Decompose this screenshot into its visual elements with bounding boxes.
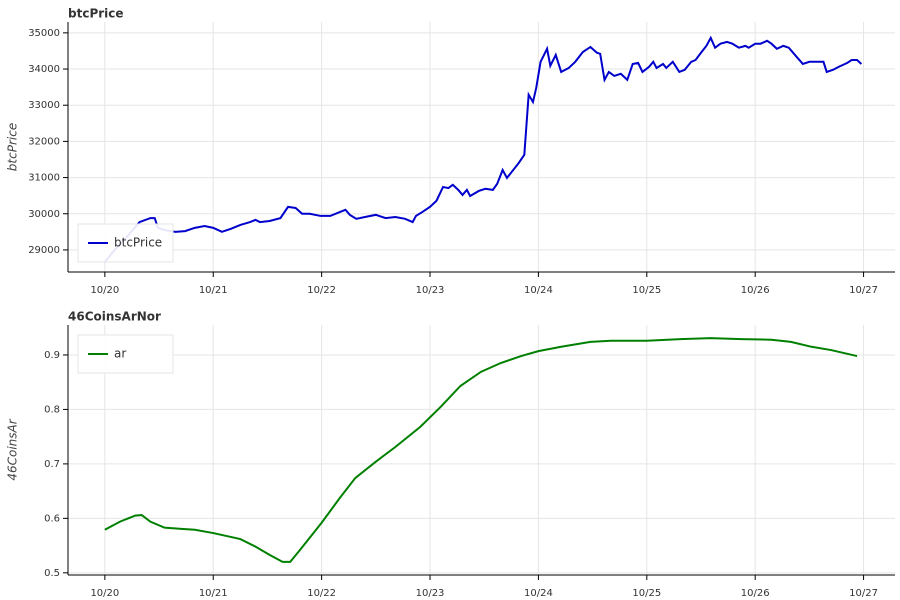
x-tick-label: 10/21	[199, 588, 228, 599]
x-tick-label: 10/24	[524, 285, 553, 296]
y-tick-label: 31000	[28, 173, 60, 184]
x-tick-label: 10/26	[741, 588, 770, 599]
legend-label: btcPrice	[114, 236, 162, 250]
x-tick-label: 10/25	[632, 588, 661, 599]
y-tick-label: 30000	[28, 209, 60, 220]
series-line	[104, 337, 858, 563]
x-tick-label: 10/23	[416, 285, 445, 296]
chart-title: 46CoinsArNor	[68, 310, 161, 324]
x-tick-label: 10/24	[524, 588, 553, 599]
x-tick-label: 10/20	[90, 285, 119, 296]
x-tick-label: 10/23	[416, 588, 445, 599]
x-tick-label: 10/21	[199, 285, 228, 296]
y-tick-label: 0.8	[44, 404, 60, 415]
x-tick-label: 10/26	[741, 285, 770, 296]
x-tick-label: 10/22	[307, 285, 336, 296]
y-axis-label: btcPrice	[6, 123, 20, 171]
x-tick-label: 10/20	[90, 588, 119, 599]
y-tick-label: 0.7	[44, 459, 60, 470]
x-tick-label: 10/27	[849, 588, 878, 599]
x-tick-label: 10/25	[632, 285, 661, 296]
y-tick-label: 0.9	[44, 350, 60, 361]
x-tick-label: 10/22	[307, 588, 336, 599]
y-tick-label: 0.5	[44, 568, 60, 579]
y-tick-label: 33000	[28, 100, 60, 111]
y-tick-label: 0.6	[44, 513, 60, 524]
legend-label: ar	[114, 347, 126, 361]
y-tick-label: 32000	[28, 136, 60, 147]
series-line	[104, 35, 863, 263]
y-tick-label: 35000	[28, 28, 60, 39]
y-tick-label: 29000	[28, 245, 60, 256]
chart-title: btcPrice	[68, 7, 124, 21]
x-tick-label: 10/27	[849, 285, 878, 296]
y-axis-label: 46CoinsAr	[6, 418, 20, 480]
y-tick-label: 34000	[28, 64, 60, 75]
